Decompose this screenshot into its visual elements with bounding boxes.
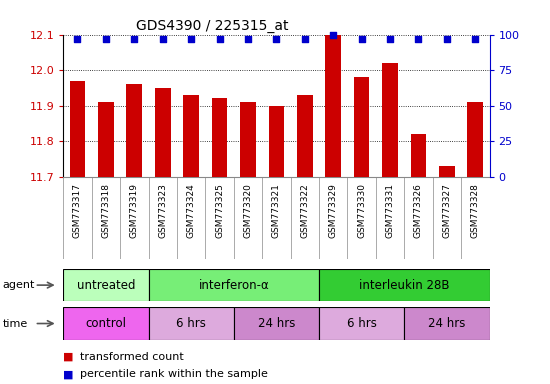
Point — [158, 36, 167, 42]
Point — [73, 36, 82, 42]
Bar — [70, 81, 85, 177]
Bar — [126, 84, 142, 177]
Text: ■: ■ — [63, 352, 74, 362]
Bar — [468, 102, 483, 177]
Bar — [98, 102, 114, 177]
Point — [471, 36, 480, 42]
Bar — [240, 102, 256, 177]
Point — [442, 36, 451, 42]
Text: interferon-α: interferon-α — [199, 279, 269, 291]
Bar — [297, 95, 312, 177]
Text: GSM773321: GSM773321 — [272, 183, 281, 238]
Text: GSM773317: GSM773317 — [73, 183, 82, 238]
Text: GSM773319: GSM773319 — [130, 183, 139, 238]
Text: GSM773327: GSM773327 — [442, 183, 452, 238]
Text: transformed count: transformed count — [80, 352, 184, 362]
Text: GSM773328: GSM773328 — [471, 183, 480, 238]
Bar — [382, 63, 398, 177]
Text: 24 hrs: 24 hrs — [428, 317, 465, 330]
Text: control: control — [85, 317, 126, 330]
Point — [272, 36, 280, 42]
Text: GSM773325: GSM773325 — [215, 183, 224, 238]
Point — [186, 36, 196, 42]
Bar — [439, 166, 455, 177]
Bar — [183, 95, 199, 177]
Text: GSM773318: GSM773318 — [101, 183, 111, 238]
Point — [101, 36, 110, 42]
Point — [130, 36, 139, 42]
Point — [358, 36, 366, 42]
Point — [215, 36, 224, 42]
Bar — [319, 307, 404, 340]
Text: interleukin 28B: interleukin 28B — [359, 279, 449, 291]
Text: GSM773326: GSM773326 — [414, 183, 423, 238]
Bar — [63, 269, 148, 301]
Bar — [411, 134, 426, 177]
Text: GSM773322: GSM773322 — [300, 183, 309, 238]
Bar — [404, 307, 490, 340]
Text: 24 hrs: 24 hrs — [258, 317, 295, 330]
Text: agent: agent — [3, 280, 35, 290]
Text: GSM773320: GSM773320 — [244, 183, 252, 238]
Bar — [319, 269, 490, 301]
Point — [329, 31, 338, 38]
Point — [386, 36, 394, 42]
Bar — [148, 269, 319, 301]
Text: percentile rank within the sample: percentile rank within the sample — [80, 369, 268, 379]
Bar — [155, 88, 170, 177]
Point — [414, 36, 423, 42]
Point — [300, 36, 309, 42]
Text: 6 hrs: 6 hrs — [346, 317, 377, 330]
Point — [244, 36, 252, 42]
Text: ■: ■ — [63, 369, 74, 379]
Text: GSM773323: GSM773323 — [158, 183, 167, 238]
Bar — [212, 98, 227, 177]
Bar — [268, 106, 284, 177]
Bar — [63, 307, 148, 340]
Text: untreated: untreated — [76, 279, 135, 291]
Text: time: time — [3, 318, 28, 329]
Text: GSM773324: GSM773324 — [186, 183, 196, 238]
Bar — [148, 307, 234, 340]
Bar — [234, 307, 319, 340]
Text: GSM773329: GSM773329 — [329, 183, 338, 238]
Bar — [354, 77, 370, 177]
Text: 6 hrs: 6 hrs — [176, 317, 206, 330]
Bar — [326, 35, 341, 177]
Text: GDS4390 / 225315_at: GDS4390 / 225315_at — [136, 19, 289, 33]
Text: GSM773331: GSM773331 — [386, 183, 394, 238]
Text: GSM773330: GSM773330 — [357, 183, 366, 238]
